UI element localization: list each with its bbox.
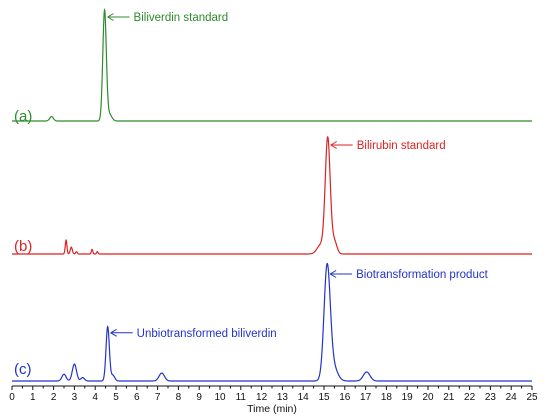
x-tick-label: 5 <box>113 392 119 403</box>
trace-label-0: (a) <box>14 108 32 125</box>
x-tick-label: 23 <box>485 392 497 403</box>
x-tick-label: 9 <box>196 392 202 403</box>
series-trace-1 <box>12 135 532 255</box>
x-tick-label: 14 <box>298 392 310 403</box>
x-tick-label: 7 <box>155 392 161 403</box>
x-tick-label: 4 <box>92 392 98 403</box>
x-tick-label: 21 <box>443 392 455 403</box>
series-trace-2 <box>12 262 532 382</box>
x-tick-label: 1 <box>30 392 36 403</box>
x-tick-label: 19 <box>402 392 414 403</box>
x-axis-title: Time (min) <box>247 403 297 415</box>
x-tick-label: 15 <box>318 392 330 403</box>
x-tick-label: 11 <box>236 392 247 403</box>
x-tick-label: 0 <box>9 392 15 403</box>
trace-label-2: (c) <box>14 361 32 378</box>
x-tick-label: 20 <box>422 392 434 403</box>
annotation-arrow-head-2-0 <box>110 328 117 337</box>
annotation-arrow-head-1-0 <box>330 141 337 149</box>
annotation-label-0-0: Biliverdin standard <box>134 12 229 24</box>
annotation-label-1-0: Bilirubin standard <box>357 140 446 152</box>
series-trace-0 <box>12 7 532 122</box>
x-tick-label: 8 <box>176 392 182 403</box>
annotation-label-2-1: Biotransformation product <box>356 269 488 281</box>
x-tick-label: 10 <box>214 392 226 403</box>
annotation-arrow-head-2-1 <box>329 270 337 278</box>
x-tick-label: 12 <box>256 392 268 403</box>
annotation-arrow-head-0-0 <box>107 13 114 21</box>
x-tick-label: 3 <box>72 392 78 403</box>
annotation-label-2-0: Unbiotransformed biliverdin <box>137 328 277 340</box>
x-tick-label: 17 <box>360 392 372 403</box>
x-tick-label: 24 <box>506 392 518 403</box>
x-tick-label: 2 <box>51 392 57 403</box>
x-tick-label: 13 <box>277 392 289 403</box>
x-tick-label: 16 <box>339 392 351 403</box>
x-tick-label: 22 <box>464 392 476 403</box>
x-tick-label: 6 <box>134 392 140 403</box>
x-tick-label: 18 <box>381 392 393 403</box>
x-tick-label: 25 <box>526 392 538 403</box>
trace-label-1: (b) <box>14 238 32 255</box>
